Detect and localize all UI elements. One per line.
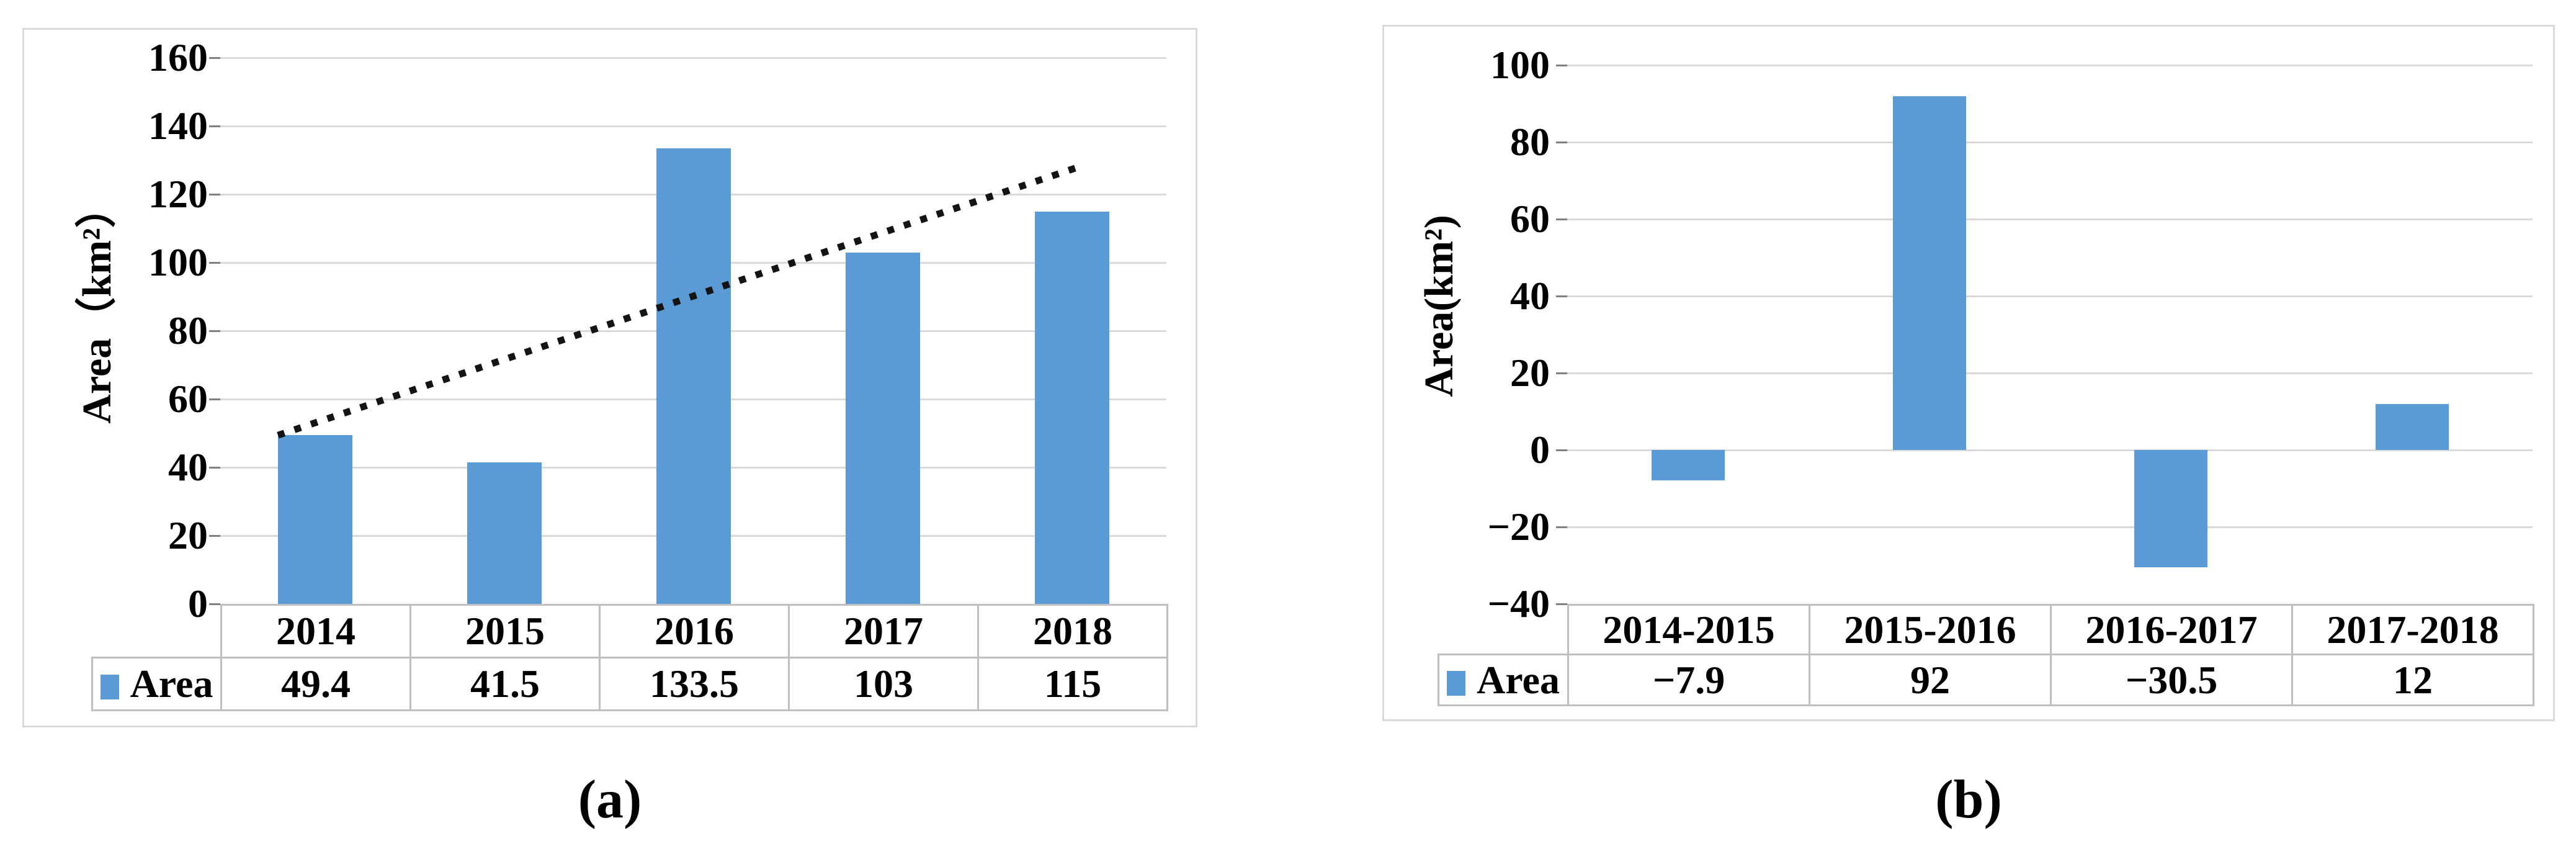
y-tick-label: 80 [1510, 120, 1550, 164]
data-table: 2014 2015 2016 2017 2018 Area 49.4 41.5 133.5 103… [91, 604, 1168, 711]
y-tick-label: 0 [1530, 428, 1550, 472]
axis-tick-mark [209, 534, 220, 537]
caption-a: (a) [578, 770, 642, 830]
axis-tick-mark [1556, 295, 1567, 297]
bar [1892, 96, 1966, 450]
bar [467, 462, 542, 604]
value-cell: −7.9 [1567, 654, 1810, 706]
bar [1651, 450, 1725, 480]
legend-label: Area [1477, 657, 1560, 702]
legend-swatch-icon [100, 675, 119, 699]
y-tick-label: 100 [148, 240, 208, 284]
gridline [1567, 295, 2533, 297]
axis-tick-mark [209, 603, 220, 605]
y-tick-label: 140 [148, 104, 208, 148]
axis-tick-mark [1556, 64, 1567, 66]
y-tick-label: 20 [168, 513, 208, 557]
gridline [220, 56, 1166, 59]
value-cell: 92 [1809, 654, 2052, 706]
value-cell: −30.5 [2050, 654, 2293, 706]
category-header-cell: 2014 [220, 604, 411, 658]
plot-area [220, 56, 1166, 604]
bar [2375, 403, 2449, 450]
axis-tick-mark [1556, 141, 1567, 143]
chart-panel-b: Area(km²) 2014-2015 2015-2016 2016-2017 201… [1382, 25, 2555, 721]
y-tick-label: 60 [1510, 197, 1550, 241]
chart-panel-a: Area（km²） 2014 2015 2016 2017 2018 Area 49.4 41… [22, 28, 1197, 727]
legend-cell: Area [1438, 654, 1569, 706]
y-tick-label: 60 [168, 377, 208, 421]
axis-tick-mark [1556, 603, 1567, 605]
value-cell: 41.5 [409, 657, 601, 711]
category-header-cell: 2016-2017 [2050, 604, 2293, 655]
category-header-cell: 2018 [977, 604, 1168, 658]
value-cell: 115 [977, 657, 1168, 711]
bar [277, 435, 352, 604]
axis-tick-mark [209, 330, 220, 332]
axis-tick-mark [1556, 526, 1567, 528]
y-tick-label: 20 [1510, 351, 1550, 395]
axis-tick-mark [1556, 372, 1567, 374]
value-cell: 12 [2291, 654, 2534, 706]
gridline [1567, 141, 2533, 143]
caption-b: (b) [1935, 770, 2002, 830]
value-cell: 133.5 [599, 657, 790, 711]
y-tick-label: 0 [188, 582, 208, 626]
y-tick-label: 100 [1490, 43, 1550, 87]
category-header-cell: 2015-2016 [1809, 604, 2052, 655]
y-tick-label: 40 [168, 445, 208, 489]
category-header-cell: 2015 [409, 604, 601, 658]
gridline [1567, 449, 2533, 451]
axis-tick-mark [209, 193, 220, 196]
bar [845, 252, 920, 604]
y-tick-label: 160 [148, 35, 208, 79]
axis-tick-mark [1556, 449, 1567, 451]
bar [2134, 450, 2207, 568]
gridline [1567, 218, 2533, 220]
data-table: 2014-2015 2015-2016 2016-2017 2017-2018 Area… [1438, 604, 2534, 706]
y-tick-label: 120 [148, 172, 208, 216]
gridline [1567, 526, 2533, 528]
category-header-cell: 2017-2018 [2291, 604, 2534, 655]
category-header-cell: 2016 [599, 604, 790, 658]
axis-tick-mark [209, 466, 220, 469]
y-tick-label: −40 [1487, 582, 1550, 626]
gridline [1567, 64, 2533, 66]
y-tick-label: −20 [1487, 505, 1550, 549]
category-header-cell: 2017 [788, 604, 979, 658]
value-cell: 103 [788, 657, 979, 711]
axis-tick-mark [209, 56, 220, 59]
plot-area [1567, 64, 2533, 604]
value-cell: 49.4 [220, 657, 411, 711]
bar [656, 148, 731, 604]
gridline [220, 125, 1166, 127]
legend-label: Area [130, 662, 213, 706]
y-tick-label: 80 [168, 308, 208, 353]
legend-swatch-icon [1447, 670, 1466, 696]
gridline [1567, 372, 2533, 374]
axis-tick-mark [209, 398, 220, 400]
legend-cell: Area [91, 657, 222, 711]
axis-tick-mark [1556, 218, 1567, 220]
bar [1034, 211, 1109, 604]
y-tick-label: 40 [1510, 274, 1550, 318]
axis-tick-mark [209, 125, 220, 127]
category-header-cell: 2014-2015 [1567, 604, 1810, 655]
axis-tick-mark [209, 261, 220, 264]
